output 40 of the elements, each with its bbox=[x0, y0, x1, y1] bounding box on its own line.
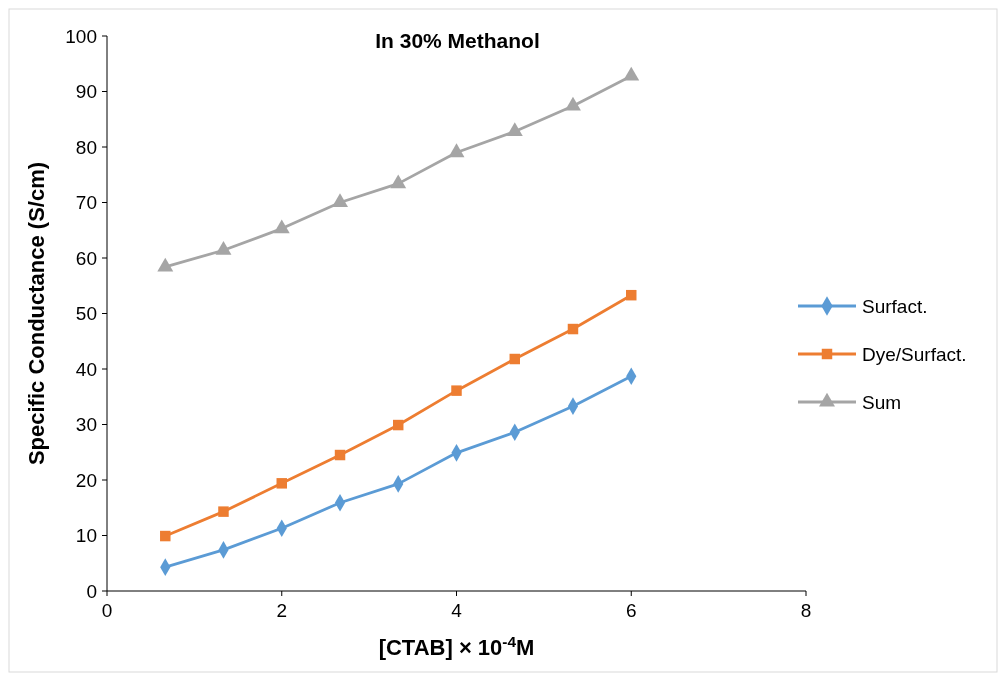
x-axis-title: [CTAB] × 10$^{-4}$M bbox=[378, 632, 535, 660]
point bbox=[218, 506, 229, 517]
point bbox=[157, 257, 174, 272]
y-tick-label: 90 bbox=[75, 81, 97, 103]
x-tick-label: 6 bbox=[625, 600, 637, 621]
point bbox=[623, 66, 640, 81]
point bbox=[506, 122, 523, 137]
legend-label: Surfact. bbox=[862, 295, 928, 317]
y-tick-label: 60 bbox=[75, 247, 97, 269]
y-axis-title: Specific Conductance (S/cm) bbox=[24, 161, 49, 466]
legend-label: Dye/Surfact. bbox=[862, 343, 967, 365]
x-tick-label: 8 bbox=[800, 600, 812, 621]
point bbox=[273, 219, 290, 234]
y-tick-label: 10 bbox=[75, 525, 97, 547]
point bbox=[334, 449, 346, 461]
chart-title: In 30% Methanol bbox=[375, 29, 540, 52]
point bbox=[390, 174, 407, 189]
y-tick-label: 20 bbox=[75, 469, 97, 491]
point bbox=[626, 289, 637, 301]
point bbox=[215, 241, 232, 255]
x-tick-label: 0 bbox=[101, 600, 113, 621]
y-tick-label: 40 bbox=[75, 358, 97, 380]
y-tick-label: 50 bbox=[75, 303, 97, 325]
x-tick-label: 2 bbox=[276, 600, 288, 621]
point bbox=[567, 323, 579, 335]
y-tick-label: 100 bbox=[65, 25, 97, 47]
y-tick-label: 0 bbox=[86, 580, 97, 602]
point bbox=[276, 478, 287, 489]
point bbox=[509, 353, 521, 365]
x-tick-label: 4 bbox=[451, 600, 463, 621]
point bbox=[451, 385, 462, 396]
legend-label: Sum bbox=[862, 391, 902, 413]
y-tick-label: 70 bbox=[75, 192, 97, 214]
y-tick-label: 30 bbox=[75, 414, 97, 436]
point bbox=[332, 193, 348, 208]
point bbox=[565, 96, 581, 111]
point bbox=[448, 143, 465, 158]
y-tick-label: 80 bbox=[75, 136, 97, 158]
point bbox=[160, 530, 171, 542]
point bbox=[392, 419, 404, 431]
